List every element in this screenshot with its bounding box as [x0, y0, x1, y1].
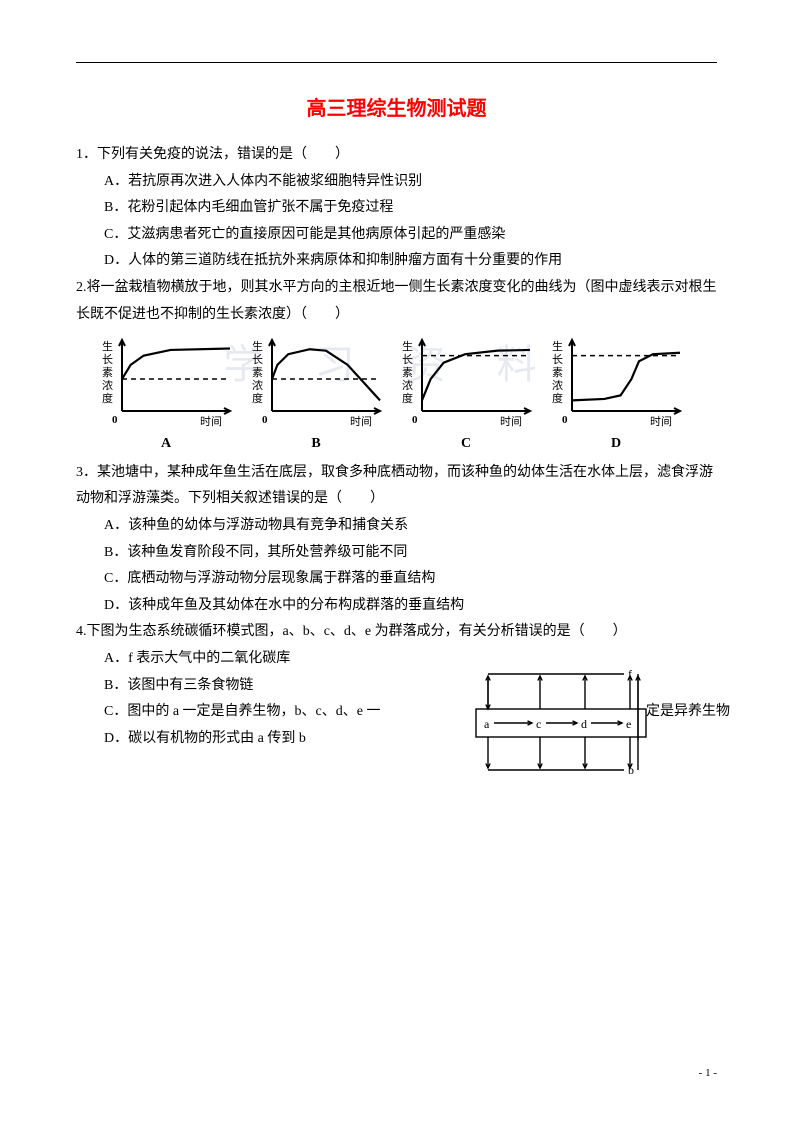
svg-text:浓: 浓 [102, 379, 113, 392]
svg-text:浓: 浓 [252, 379, 263, 392]
svg-text:e: e [626, 717, 631, 731]
q4-opt-b: B．该图中有三条食物链 [76, 673, 416, 700]
q4-diagram: acdefb [466, 664, 656, 790]
q3-opt-a: A．该种鱼的幼体与浮游动物具有竞争和捕食关系 [76, 513, 717, 540]
chart-a-label: A [96, 431, 236, 458]
svg-text:时间: 时间 [200, 415, 222, 428]
svg-text:浓: 浓 [402, 379, 413, 392]
exam-title: 高三理综生物测试题 [76, 90, 717, 128]
chart-d: 生长素浓度 0 时间 D [546, 334, 686, 458]
svg-text:生: 生 [102, 339, 113, 353]
q3-opt-b: B．该种鱼发育阶段不同，其所处营养级可能不同 [76, 540, 717, 567]
q4-stem: 4.下图为生态系统碳循环模式图，a、b、c、d、e 为群落成分，有关分析错误的是… [76, 619, 717, 646]
chart-d-svg: 生长素浓度 0 时间 [546, 334, 686, 429]
q4-text-block: A．f 表示大气中的二氧化碳库 B．该图中有三条食物链 C．图中的 a 一定是自… [76, 646, 416, 752]
chart-d-label: D [546, 431, 686, 458]
svg-text:a: a [484, 717, 490, 731]
q4-opt-c-head: C．图中的 a 一定是自养生物，b、c、d、e 一 [104, 704, 380, 719]
svg-text:时间: 时间 [650, 415, 672, 428]
q4-opt-c: C．图中的 a 一定是自养生物，b、c、d、e 一 定是异养生物 [76, 699, 416, 726]
q1-opt-d: D．人体的第三道防线在抵抗外来病原体和抑制肿瘤方面有十分重要的作用 [76, 248, 717, 275]
chart-c-svg: 生长素浓度 0 时间 [396, 334, 536, 429]
chart-b: 生长素浓度 0 时间 B [246, 334, 386, 458]
q4-wrap: A．f 表示大气中的二氧化碳库 B．该图中有三条食物链 C．图中的 a 一定是自… [76, 646, 717, 752]
svg-text:生: 生 [252, 339, 263, 353]
q3-stem: 3．某池塘中，某种成年鱼生活在底层，取食多种底栖动物，而该种鱼的幼体生活在水体上… [76, 460, 717, 513]
svg-text:浓: 浓 [552, 379, 563, 392]
chart-c: 生长素浓度 0 时间 C [396, 334, 536, 458]
svg-text:度: 度 [402, 391, 413, 405]
top-rule [76, 62, 717, 63]
chart-c-label: C [396, 431, 536, 458]
charts-row: 生长素浓度0时间 A 生长素浓度0时间 B 生长素浓度0时间 C 生长素浓度0时… [96, 334, 717, 458]
svg-text:度: 度 [252, 391, 263, 405]
svg-text:长: 长 [552, 353, 563, 366]
svg-text:长: 长 [402, 353, 413, 366]
svg-text:0: 0 [112, 414, 118, 426]
svg-text:素: 素 [102, 366, 113, 379]
q1-opt-a: A．若抗原再次进入人体内不能被浆细胞特异性识别 [76, 169, 717, 196]
q1-opt-c: C．艾滋病患者死亡的直接原因可能是其他病原体引起的严重感染 [76, 222, 717, 249]
q3-opt-d: D．该种成年鱼及其幼体在水中的分布构成群落的垂直结构 [76, 593, 717, 620]
chart-a-svg: 生长素浓度 0 时间 [96, 334, 236, 429]
svg-text:c: c [536, 717, 541, 731]
svg-text:长: 长 [102, 353, 113, 366]
svg-text:0: 0 [262, 414, 268, 426]
svg-text:长: 长 [252, 353, 263, 366]
svg-text:生: 生 [402, 339, 413, 353]
q4-opt-c-tail: 定是异养生物 [646, 699, 736, 726]
q3-opt-c: C．底栖动物与浮游动物分层现象属于群落的垂直结构 [76, 566, 717, 593]
svg-text:d: d [581, 717, 587, 731]
q4-diagram-svg: acdefb [466, 664, 656, 779]
page-number: - 1 - [699, 1063, 717, 1084]
q4-opt-a: A．f 表示大气中的二氧化碳库 [76, 646, 416, 673]
q2-stem: 2.将一盆栽植物横放于地，则其水平方向的主根近地一侧生长素浓度变化的曲线为（图中… [76, 275, 717, 328]
q1-stem: 1．下列有关免疫的说法，错误的是（ ） [76, 142, 717, 169]
svg-text:时间: 时间 [350, 415, 372, 428]
svg-text:度: 度 [552, 391, 563, 405]
svg-text:素: 素 [552, 366, 563, 379]
svg-text:生: 生 [552, 339, 563, 353]
svg-text:度: 度 [102, 391, 113, 405]
svg-text:0: 0 [562, 414, 568, 426]
q4-opt-d: D．碳以有机物的形式由 a 传到 b [76, 726, 416, 753]
svg-text:素: 素 [252, 366, 263, 379]
chart-b-svg: 生长素浓度 0 时间 [246, 334, 386, 429]
q1-opt-b: B．花粉引起体内毛细血管扩张不属于免疫过程 [76, 195, 717, 222]
chart-a: 生长素浓度 0 时间 A [96, 334, 236, 458]
chart-b-label: B [246, 431, 386, 458]
page: 高三理综生物测试题 学 习 资 料 1．下列有关免疫的说法，错误的是（ ） A．… [0, 0, 793, 1122]
svg-text:0: 0 [412, 414, 418, 426]
svg-text:时间: 时间 [500, 415, 522, 428]
svg-text:素: 素 [402, 366, 413, 379]
